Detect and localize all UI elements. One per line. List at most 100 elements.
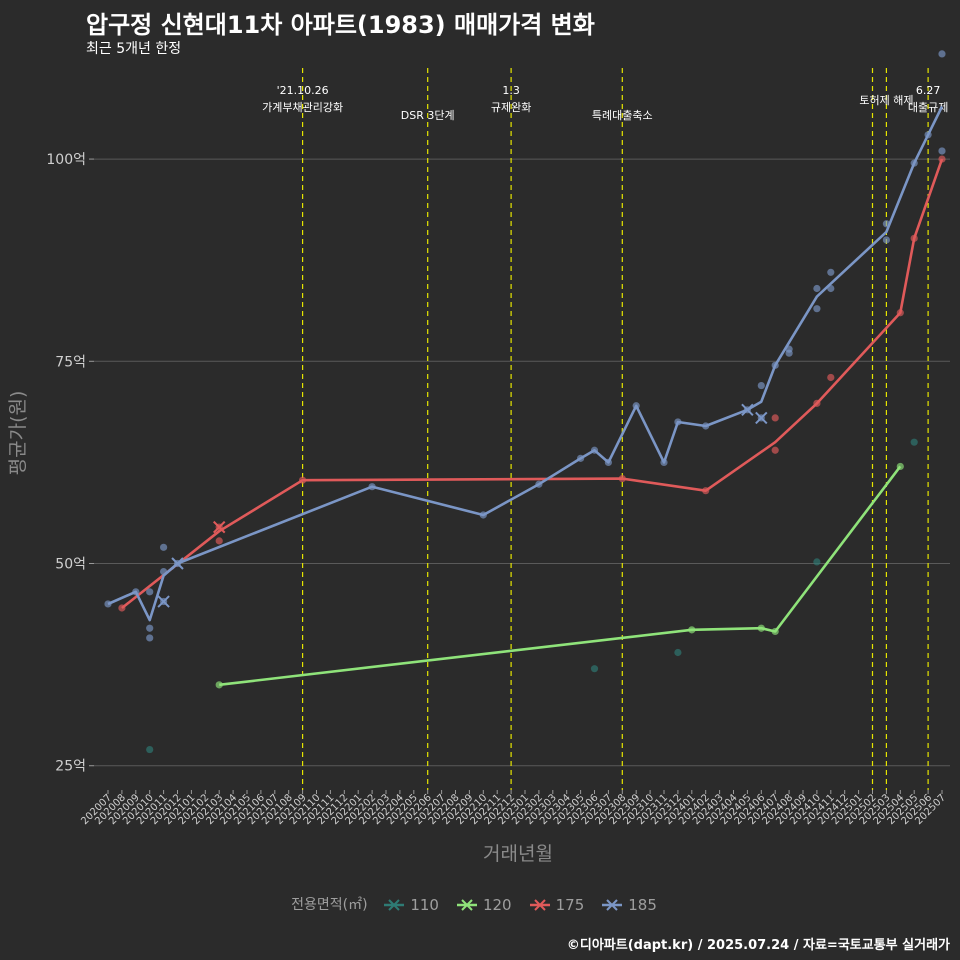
data-point-185 [813, 284, 821, 293]
data-point-175 [618, 474, 626, 483]
data-point-175 [771, 446, 779, 454]
y-axis-label: 평균가(원) [7, 391, 29, 476]
event-label: '21.10.26 [277, 84, 329, 97]
data-point-185 [590, 446, 599, 454]
source-caption: ©디아파트(dapt.kr) / 2025.07.24 / 자료=국토교통부 실… [566, 938, 950, 953]
data-point-175 [827, 373, 835, 382]
data-point-185 [882, 236, 891, 244]
y-tick-label: 50억 [55, 557, 86, 573]
x-axis-label: 거래년월 [483, 843, 553, 865]
y-tick-label: 25억 [55, 759, 86, 775]
event-label: 토허제 해제 [859, 93, 913, 107]
cancel-marker-185 [741, 403, 754, 417]
data-point-120 [215, 681, 223, 689]
legend-label: 185 [628, 895, 657, 914]
data-point-185 [938, 147, 946, 155]
data-point-110 [910, 438, 918, 446]
data-point-175 [896, 309, 904, 317]
data-point-185 [146, 624, 154, 632]
data-point-175 [771, 414, 779, 422]
data-point-175 [702, 487, 710, 495]
data-point-110 [813, 558, 821, 566]
data-point-185 [160, 568, 168, 576]
legend-swatch-icon [384, 899, 405, 911]
cancel-marker-185 [755, 411, 768, 425]
data-points [104, 50, 946, 754]
legend-label: 110 [410, 895, 439, 914]
data-point-175 [118, 604, 126, 612]
data-point-185 [757, 381, 765, 390]
data-point-175 [938, 155, 946, 163]
data-point-110 [146, 745, 154, 754]
data-point-185 [132, 588, 140, 596]
legend-title: 전용면적(㎡) [291, 897, 368, 913]
event-label: 가계부채관리강화 [262, 101, 343, 114]
data-point-120 [771, 627, 779, 636]
data-point-185 [771, 361, 779, 369]
data-point-185 [827, 268, 835, 276]
legend-swatch-icon [602, 899, 623, 911]
chart-subtitle: 최근 5개년 한정 [86, 41, 182, 57]
legend-label: 120 [482, 895, 512, 914]
data-point-185 [785, 345, 793, 353]
cancel-marker-185 [171, 557, 184, 570]
data-point-185 [604, 458, 613, 466]
legend-swatch-icon [529, 899, 550, 911]
data-point-185 [368, 483, 376, 491]
legend-item-110: 110 [382, 896, 447, 914]
legend-swatch-icon [456, 899, 477, 911]
data-point-110 [674, 648, 682, 657]
legend-items: 110 120 175 185 [378, 895, 669, 914]
series-line-185 [107, 105, 944, 622]
data-point-120 [757, 624, 765, 632]
series-line-175 [121, 158, 944, 610]
legend: 전용면적(㎡) 110 120 175 185 [0, 894, 960, 914]
event-label: 대출규제 [908, 101, 948, 114]
y-tick-label: 75억 [55, 354, 86, 370]
data-point-185 [910, 159, 918, 167]
data-point-185 [146, 588, 154, 596]
event-label: 특례대출축소 [592, 109, 653, 122]
data-point-185 [632, 402, 640, 410]
chart-title: 압구정 신현대11차 아파트(1983) 매매가격 변화 [86, 11, 595, 39]
x-axis-ticks: 2020072020082020092020102020112020122021… [79, 790, 948, 827]
data-point-185 [146, 634, 154, 642]
data-point-185 [535, 480, 543, 488]
data-point-175 [299, 476, 307, 484]
series-line-120 [219, 465, 902, 687]
legend-label: 175 [555, 895, 585, 914]
data-point-185 [674, 418, 682, 426]
legend-item-120: 120 [455, 896, 520, 914]
data-point-185 [813, 305, 821, 313]
y-axis-ticks: 25억 50억 75억 100억 [46, 152, 94, 775]
data-point-110 [590, 665, 599, 673]
data-point-185 [577, 454, 585, 462]
legend-item-185: 185 [600, 896, 665, 914]
data-point-175 [813, 399, 821, 407]
event-label: 1.3 [502, 84, 520, 97]
series-lines [107, 105, 944, 687]
data-point-185 [924, 131, 932, 139]
event-label: 6.27 [916, 84, 941, 97]
data-point-185 [660, 458, 668, 466]
gridlines [94, 158, 950, 767]
data-point-175 [215, 537, 223, 545]
y-tick-label: 100억 [46, 152, 86, 168]
cancel-marker-175 [212, 520, 226, 534]
data-point-120 [896, 462, 904, 471]
data-point-185 [104, 600, 112, 608]
event-label: DSR 3단계 [401, 109, 455, 122]
cancel-marker-185 [157, 595, 170, 608]
data-point-185 [702, 422, 710, 430]
data-point-185 [882, 220, 891, 228]
data-point-175 [910, 234, 918, 242]
legend-item-175: 175 [528, 896, 593, 914]
data-point-120 [688, 626, 696, 634]
event-label: 규제완화 [491, 101, 531, 114]
data-point-185 [160, 543, 168, 551]
data-point-185 [479, 511, 487, 519]
data-point-185 [827, 284, 835, 293]
data-point-185 [938, 50, 946, 58]
